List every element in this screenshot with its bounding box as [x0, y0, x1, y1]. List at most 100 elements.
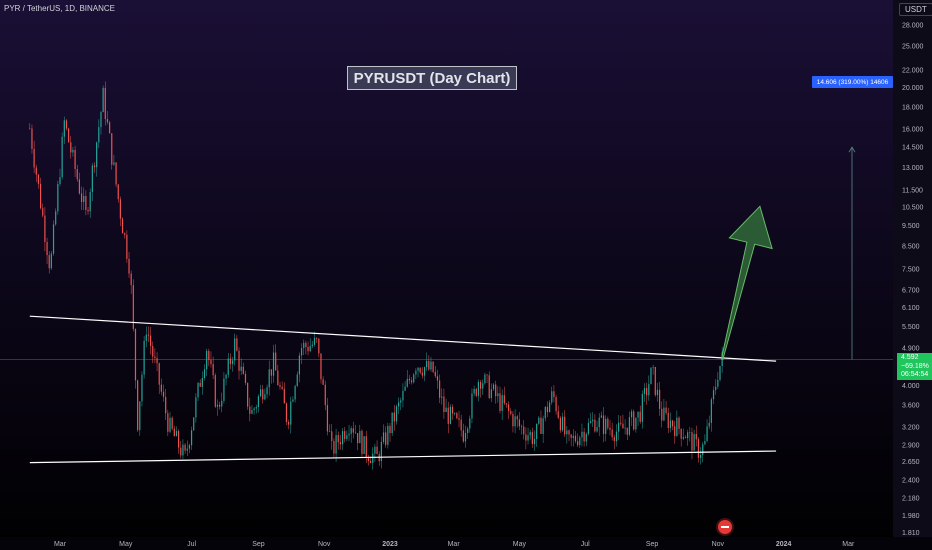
candle-body — [141, 374, 143, 402]
candle-body — [704, 441, 706, 445]
chart-annotation-title[interactable]: PYRUSDT (Day Chart) — [347, 66, 517, 90]
price-tick-label: 10.500 — [902, 204, 924, 211]
symbol-info: PYR / TetherUS, 1D, BINANCE — [4, 4, 115, 13]
candle-body — [318, 338, 320, 354]
candle-body — [369, 461, 372, 464]
candle-body — [706, 426, 708, 442]
candle-body — [605, 418, 607, 434]
candle-body — [236, 338, 238, 351]
candle-body — [130, 273, 132, 286]
time-tick-label: Nov — [712, 541, 725, 548]
candle-body — [469, 418, 471, 429]
candle-body — [113, 162, 115, 165]
candle-body — [115, 162, 117, 185]
time-axis[interactable]: Mar May Jul Sep Nov 2023 Mar May Jul Sep Nov 2024 Ma… — [54, 541, 855, 548]
candle-body — [352, 428, 354, 433]
candle-body — [277, 370, 279, 386]
candle-body — [158, 363, 160, 385]
candle-body — [225, 374, 227, 379]
candle-body — [428, 361, 430, 370]
candle-body — [199, 382, 201, 387]
price-tick-label: 6.100 — [902, 305, 920, 312]
candle-body — [111, 133, 113, 165]
price-tick-label: 2.400 — [902, 478, 920, 485]
candle-body — [85, 195, 87, 210]
candle-body — [445, 407, 447, 413]
candle-body — [423, 367, 426, 376]
candle-body — [372, 453, 374, 464]
projection-arrow[interactable] — [720, 205, 773, 360]
price-tick-label: 20.000 — [902, 85, 924, 92]
candle-body — [296, 374, 298, 387]
candle-body — [380, 441, 382, 462]
candle-body — [294, 386, 296, 400]
candle-body — [221, 400, 223, 407]
candle-body — [329, 431, 331, 432]
candle-body — [531, 432, 533, 444]
price-tick-label: 6.700 — [902, 287, 920, 294]
candle-body — [152, 346, 154, 357]
candle-body — [290, 401, 292, 425]
price-tick-label: 1.810 — [902, 530, 920, 537]
candle-body — [708, 422, 710, 427]
candle-body — [436, 376, 439, 381]
trendline-group[interactable] — [29, 315, 777, 464]
time-tick-label: Mar — [448, 541, 461, 548]
candle-body — [523, 426, 525, 435]
candle-body — [63, 120, 65, 137]
candle-body — [275, 352, 277, 371]
candle-body — [458, 418, 460, 420]
candle-body — [39, 183, 42, 209]
candle-body — [171, 417, 173, 429]
candle-body — [139, 401, 141, 431]
candle-body — [186, 448, 188, 451]
candle-body — [83, 195, 85, 202]
target-measure-group[interactable] — [848, 146, 856, 360]
price-axis[interactable]: 28.000 25.000 22.000 20.000 18.000 16.000 14.5… — [902, 23, 924, 537]
time-tick-label: Sep — [646, 541, 659, 548]
candle-body — [253, 408, 255, 411]
candle-body — [326, 405, 329, 432]
candle-body — [331, 431, 333, 441]
candle-body — [348, 433, 350, 436]
candle-body — [178, 431, 180, 448]
candle-body — [542, 418, 544, 434]
candle-body — [579, 437, 581, 446]
candle-body — [354, 432, 357, 434]
price-tick-label: 22.000 — [902, 67, 924, 74]
candle-body — [615, 431, 618, 442]
candle-body — [497, 393, 499, 397]
candle-body — [35, 167, 37, 175]
time-tick-label: Mar — [842, 541, 855, 548]
trendline-upper[interactable] — [29, 315, 777, 362]
candle-body — [59, 177, 61, 185]
trendline-lower[interactable] — [29, 450, 777, 464]
candle-body — [50, 253, 52, 269]
candle-body — [76, 169, 78, 180]
currency-selector[interactable]: USDT — [899, 3, 932, 16]
candle-body — [577, 441, 579, 446]
price-tick-label: 2.900 — [902, 443, 920, 450]
candle-body — [533, 438, 536, 444]
candle-body — [393, 412, 395, 422]
candle-body — [430, 361, 432, 370]
candle-body — [89, 192, 91, 212]
time-axis-background[interactable] — [0, 537, 932, 550]
candle-body — [234, 338, 236, 361]
candle-body — [540, 417, 542, 434]
price-tick-label: 16.000 — [902, 126, 924, 133]
candle-body — [663, 407, 665, 421]
candle-body — [495, 384, 497, 397]
candle-body — [316, 338, 318, 339]
projection-arrow-group[interactable] — [720, 205, 773, 360]
price-axis-background[interactable] — [893, 0, 932, 537]
tradingview-logo-icon[interactable] — [718, 520, 732, 534]
candle-body — [247, 382, 249, 407]
candle-body — [180, 447, 182, 456]
candle-body — [568, 430, 570, 435]
candle-body — [365, 436, 367, 458]
candle-body — [626, 427, 628, 435]
candle-body — [288, 421, 290, 425]
